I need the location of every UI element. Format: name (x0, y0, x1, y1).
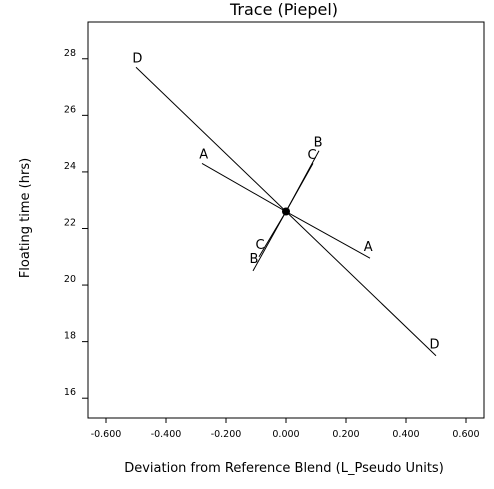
x-tick-label: 0.000 (272, 429, 299, 440)
chart-title: Trace (Piepel) (229, 0, 338, 19)
trace-label-a: A (199, 147, 208, 162)
y-tick-label: 26 (64, 104, 76, 115)
trace-label-b: B (250, 252, 259, 267)
plot-frame (87, 21, 485, 419)
trace-label-a: A (364, 240, 373, 255)
x-axis-ticks: -0.600 -0.400 -0.200 0.000 0.200 0.400 0.600 (91, 418, 480, 440)
x-tick-label: -0.400 (151, 429, 182, 440)
x-tick-label: 0.600 (452, 429, 479, 440)
x-tick-label: -0.200 (211, 429, 242, 440)
y-axis-label: Floating time (hrs) (18, 158, 33, 278)
y-tick-label: 24 (64, 161, 76, 172)
trace-label-c: C (255, 238, 264, 253)
y-tick-label: 18 (64, 331, 76, 342)
y-tick-label: 22 (64, 217, 76, 228)
x-tick-label: 0.200 (332, 429, 359, 440)
y-tick-label: 20 (64, 274, 76, 285)
x-tick-label: 0.400 (392, 429, 419, 440)
trace-label-d: D (430, 337, 440, 352)
reference-blend-point (282, 207, 290, 216)
y-tick-label: 16 (64, 387, 76, 398)
x-axis-label: Deviation from Reference Blend (L_Pseudo… (124, 461, 444, 476)
trace-label-b: B (314, 135, 323, 150)
trace-label-d: D (132, 52, 142, 67)
y-axis-ticks: 16 18 20 22 24 26 28 (64, 48, 88, 399)
x-tick-label: -0.600 (91, 429, 122, 440)
trace-label-c: C (307, 148, 316, 163)
y-tick-label: 28 (64, 48, 76, 59)
